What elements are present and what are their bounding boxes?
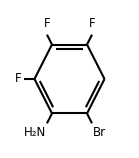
Text: Br: Br xyxy=(93,126,106,139)
Text: F: F xyxy=(89,17,95,30)
Text: F: F xyxy=(44,17,50,30)
Text: H₂N: H₂N xyxy=(23,126,46,139)
Text: F: F xyxy=(15,73,22,85)
